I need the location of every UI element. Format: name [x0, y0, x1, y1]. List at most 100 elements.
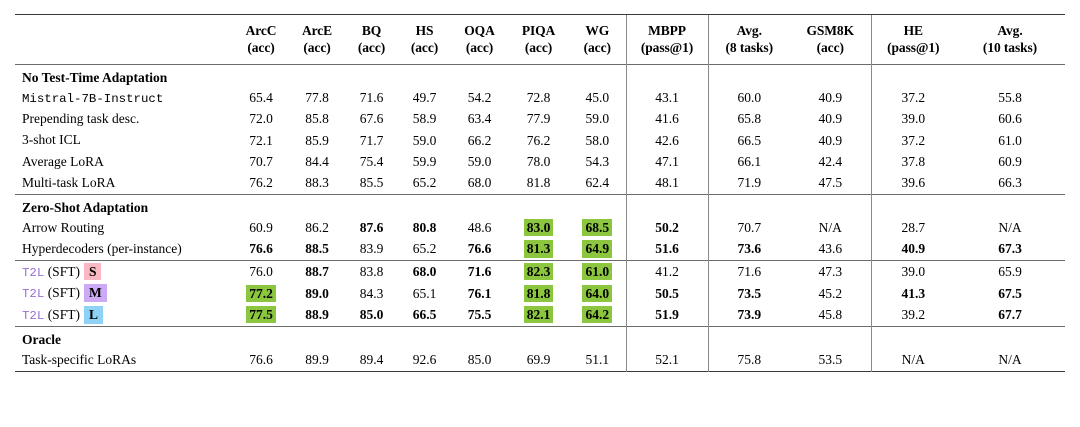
- data-cell: 51.9: [625, 304, 708, 327]
- empty-cell: [398, 65, 451, 88]
- empty-cell: [451, 195, 508, 218]
- value: 76.6: [467, 241, 492, 257]
- divider-cell: [451, 325, 508, 327]
- method-name-t2l: T2L: [22, 265, 45, 280]
- data-cell: 72.1: [233, 130, 289, 151]
- data-cell: N/A: [955, 217, 1065, 238]
- divider-cell: [569, 259, 626, 261]
- data-cell: 61.0: [569, 261, 626, 283]
- data-cell: 71.6: [707, 260, 790, 283]
- value: 67.3: [998, 241, 1022, 257]
- divider-cell: [15, 370, 233, 372]
- column-header-bq-3: BQ (acc): [345, 14, 398, 65]
- header-row: ArcC (acc) ArcE (acc) BQ (acc) HS (acc) OQA (acc)…: [15, 14, 1065, 65]
- empty-cell: [289, 65, 345, 88]
- empty-cell: [508, 195, 569, 218]
- divider-cell: [870, 259, 955, 261]
- data-cell: 72.8: [508, 87, 569, 108]
- data-cell: 83.0: [508, 217, 569, 238]
- value: 54.2: [467, 90, 492, 106]
- section-title-row: Zero-Shot Adaptation: [15, 194, 1065, 218]
- divider-cell: [15, 193, 233, 195]
- divider-cell: [15, 325, 233, 327]
- value: 84.4: [305, 154, 329, 170]
- divider-cell: [870, 193, 955, 195]
- value: 40.9: [818, 132, 843, 148]
- row-label: T2L (SFT) L: [15, 304, 233, 326]
- data-cell: 45.0: [569, 87, 626, 108]
- value: 75.4: [359, 154, 384, 170]
- value: 58.0: [585, 132, 610, 148]
- section-title: Zero-Shot Adaptation: [22, 199, 149, 215]
- data-cell: 63.4: [451, 108, 508, 129]
- value: 65.2: [412, 175, 437, 191]
- value: 43.6: [818, 241, 843, 257]
- data-cell: 76.2: [508, 130, 569, 151]
- value: 39.6: [901, 175, 926, 191]
- value: N/A: [818, 220, 842, 236]
- data-cell: 76.6: [451, 238, 508, 260]
- data-cell: 52.1: [625, 349, 708, 372]
- value: 47.3: [818, 263, 843, 279]
- data-cell: 80.8: [398, 217, 451, 238]
- divider-cell: [625, 325, 708, 327]
- column-header-he-11: HE (pass@1): [870, 14, 955, 65]
- section-divider: [15, 193, 1065, 195]
- column-header-metric: (acc): [247, 40, 275, 56]
- empty-cell: [569, 327, 626, 350]
- data-cell: 65.2: [398, 238, 451, 260]
- column-header-metric: (pass@1): [887, 40, 940, 56]
- data-cell: 45.8: [790, 304, 871, 326]
- value: 85.0: [359, 307, 384, 323]
- method-variant-sft: (SFT): [44, 307, 80, 323]
- divider-cell: [790, 325, 871, 327]
- data-cell: N/A: [870, 349, 955, 372]
- data-cell: 89.0: [289, 282, 345, 304]
- data-cell: 88.5: [289, 238, 345, 260]
- data-cell: 69.9: [508, 349, 569, 371]
- empty-cell: [451, 327, 508, 350]
- data-cell: 54.2: [451, 87, 508, 108]
- divider-cell: [398, 325, 451, 327]
- data-cell: 62.4: [569, 172, 626, 194]
- empty-cell: [289, 195, 345, 218]
- data-cell: 60.9: [955, 151, 1065, 172]
- value: 66.5: [737, 132, 762, 148]
- empty-cell: [569, 195, 626, 218]
- value: 37.8: [901, 154, 926, 170]
- data-cell: 67.5: [955, 282, 1065, 304]
- value: 75.5: [467, 307, 492, 323]
- value: 60.6: [998, 111, 1022, 127]
- section-divider: [15, 325, 1065, 327]
- divider-cell: [398, 370, 451, 372]
- divider-cell: [289, 370, 345, 372]
- data-cell: 89.9: [289, 349, 345, 371]
- data-cell: 60.0: [707, 87, 790, 109]
- divider-cell: [955, 63, 1065, 65]
- data-cell: 39.0: [870, 260, 955, 283]
- data-cell: 77.5: [233, 304, 289, 326]
- empty-cell: [508, 65, 569, 88]
- table-row: Hyperdecoders (per-instance) 76.6 88.5 83.9…: [15, 238, 1065, 261]
- row-label: Prepending task desc.: [22, 110, 140, 126]
- divider-cell: [790, 63, 871, 65]
- empty-cell: [790, 65, 871, 88]
- empty-cell: [233, 195, 289, 218]
- data-cell: 67.6: [345, 108, 398, 129]
- value: 59.0: [412, 132, 437, 148]
- value: 67.6: [359, 111, 384, 127]
- data-cell: 76.2: [233, 172, 289, 194]
- method-name-t2l: T2L: [22, 287, 45, 302]
- column-header-wg-7: WG (acc): [569, 14, 626, 65]
- column-header-name: ArcE: [301, 23, 333, 38]
- empty-cell: [790, 327, 871, 350]
- data-cell: 75.8: [707, 349, 790, 372]
- empty-cell: [707, 64, 790, 88]
- data-cell: 40.9: [790, 130, 871, 151]
- divider-cell: [870, 325, 955, 327]
- column-header-metric: (pass@1): [640, 40, 694, 56]
- value: 65.1: [412, 285, 437, 301]
- value: 80.8: [412, 220, 437, 236]
- divider-cell: [233, 370, 289, 372]
- size-badge-s: S: [83, 262, 102, 281]
